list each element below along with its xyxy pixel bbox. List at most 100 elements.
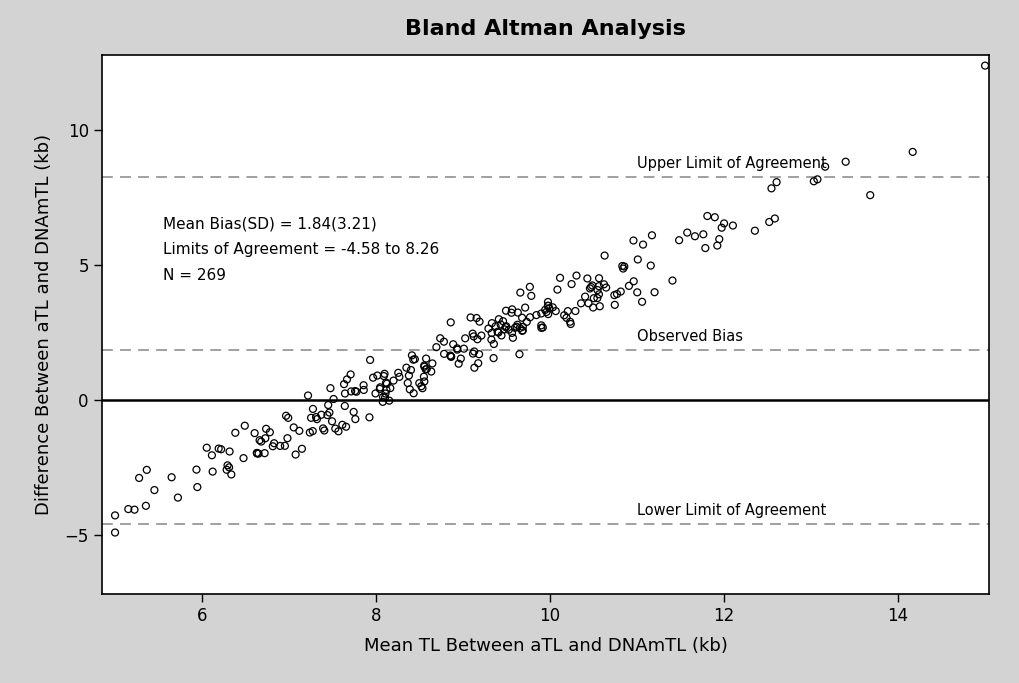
- Point: [805, 176, 821, 186]
- Point: [589, 285, 605, 296]
- Point: [257, 433, 273, 444]
- Point: [399, 378, 416, 389]
- Point: [251, 448, 267, 459]
- Point: [522, 312, 538, 323]
- Point: [708, 240, 725, 251]
- Point: [126, 504, 143, 515]
- Point: [302, 427, 318, 438]
- Point: [322, 382, 338, 393]
- Point: [406, 388, 422, 399]
- Point: [362, 354, 378, 365]
- Point: [511, 349, 527, 360]
- Point: [515, 321, 531, 332]
- Point: [334, 419, 351, 430]
- Point: [508, 319, 525, 330]
- Point: [837, 156, 853, 167]
- Point: [247, 428, 263, 438]
- Point: [643, 229, 659, 240]
- Text: Upper Limit of Agreement: Upper Limit of Agreement: [637, 156, 826, 171]
- Point: [372, 382, 388, 393]
- Point: [319, 410, 335, 421]
- Point: [258, 423, 274, 434]
- Point: [596, 250, 612, 261]
- Point: [715, 218, 732, 229]
- Point: [381, 395, 397, 406]
- Point: [573, 298, 589, 309]
- Point: [346, 386, 363, 397]
- Point: [760, 217, 776, 227]
- Point: [500, 324, 517, 335]
- Point: [325, 393, 341, 404]
- Point: [485, 339, 501, 350]
- Point: [746, 225, 762, 236]
- Point: [416, 372, 432, 382]
- Point: [442, 351, 459, 362]
- Point: [428, 342, 444, 352]
- Point: [400, 370, 417, 381]
- Point: [504, 333, 521, 344]
- Point: [539, 301, 555, 311]
- Point: [503, 327, 520, 338]
- Point: [559, 306, 576, 317]
- Point: [223, 469, 239, 480]
- Point: [590, 273, 606, 283]
- Point: [465, 331, 481, 342]
- Point: [548, 284, 565, 295]
- Point: [249, 447, 265, 458]
- Point: [378, 378, 394, 389]
- Point: [374, 396, 390, 407]
- Point: [452, 353, 469, 364]
- Point: [107, 510, 123, 521]
- Point: [375, 371, 391, 382]
- Point: [904, 146, 920, 157]
- X-axis label: Mean TL Between aTL and DNAmTL (kb): Mean TL Between aTL and DNAmTL (kb): [364, 637, 727, 654]
- Point: [290, 426, 307, 436]
- Point: [567, 305, 583, 316]
- Point: [536, 305, 552, 316]
- Point: [416, 360, 432, 371]
- Point: [696, 242, 712, 253]
- Point: [580, 298, 596, 309]
- Point: [816, 161, 833, 172]
- Point: [308, 412, 324, 423]
- Point: [679, 227, 695, 238]
- Point: [584, 280, 600, 291]
- Point: [324, 416, 340, 427]
- Point: [448, 343, 465, 354]
- Point: [249, 448, 265, 459]
- Point: [512, 287, 528, 298]
- Point: [521, 281, 537, 292]
- Point: [976, 60, 993, 71]
- Point: [473, 330, 489, 341]
- Point: [539, 301, 555, 311]
- Point: [320, 400, 336, 410]
- Point: [199, 443, 215, 454]
- Point: [432, 333, 448, 344]
- Point: [444, 339, 461, 350]
- Point: [377, 388, 393, 399]
- Point: [710, 234, 727, 245]
- Point: [485, 352, 501, 363]
- Point: [629, 254, 645, 265]
- Point: [483, 318, 499, 329]
- Point: [589, 292, 605, 303]
- Point: [489, 326, 505, 337]
- Point: [435, 348, 451, 359]
- Point: [539, 296, 555, 307]
- Point: [533, 308, 549, 319]
- Point: [411, 378, 427, 389]
- Point: [256, 447, 272, 458]
- Point: [376, 368, 392, 379]
- Point: [264, 441, 280, 451]
- Point: [146, 485, 162, 496]
- Point: [605, 290, 622, 301]
- Point: [713, 222, 730, 233]
- Point: [595, 279, 611, 290]
- Point: [466, 362, 482, 373]
- Point: [581, 283, 597, 294]
- Point: [861, 190, 877, 201]
- Point: [315, 423, 331, 434]
- Point: [279, 433, 296, 444]
- Point: [107, 527, 123, 538]
- Point: [698, 210, 714, 221]
